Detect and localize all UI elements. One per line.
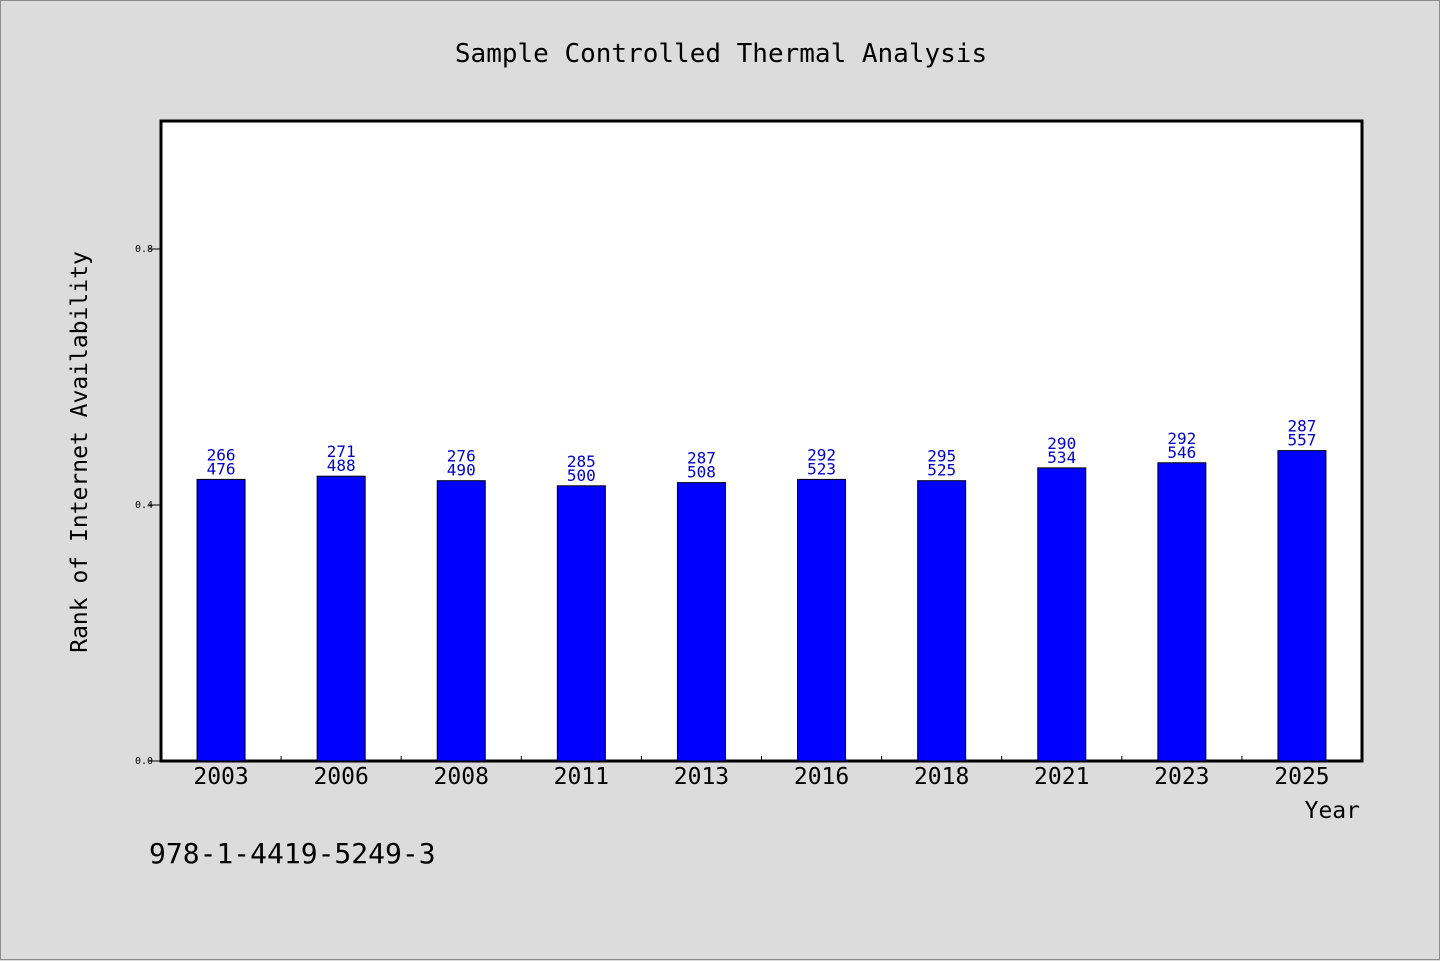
x-tick-label: 2008 bbox=[434, 764, 489, 790]
x-tick-label: 2021 bbox=[1034, 764, 1089, 790]
data-label-bottom: 500 bbox=[567, 466, 596, 485]
data-label-top: 266 bbox=[207, 445, 236, 464]
x-tick-label: 2013 bbox=[674, 764, 729, 790]
data-label-bottom: 490 bbox=[447, 461, 476, 480]
x-tick-label: 2023 bbox=[1154, 764, 1209, 790]
bar-2018 bbox=[917, 480, 967, 762]
data-label-top: 292 bbox=[1167, 429, 1196, 448]
data-label-top: 271 bbox=[327, 442, 356, 461]
bar-2003 bbox=[196, 478, 246, 762]
bar-2006 bbox=[316, 475, 366, 762]
x-tick-labels: 2003 2006 2008 2011 2013 2016 2018 2021 2023 2025 bbox=[193, 764, 1329, 790]
bar-2021 bbox=[1037, 467, 1087, 762]
isbn-footnote: 978-1-4419-5249-3 bbox=[149, 837, 436, 870]
data-label-bottom: 523 bbox=[807, 459, 836, 478]
data-label-bottom: 508 bbox=[687, 463, 716, 482]
chart-title: Sample Controlled Thermal Analysis bbox=[455, 39, 987, 69]
data-label-top: 287 bbox=[687, 449, 716, 468]
x-tick-label: 2016 bbox=[794, 764, 849, 790]
data-label-top: 276 bbox=[447, 447, 476, 466]
y-axis-label: Rank of Internet Availability bbox=[67, 251, 93, 653]
data-label-top: 295 bbox=[927, 447, 956, 466]
data-label-bottom: 557 bbox=[1287, 431, 1316, 450]
bar-2016 bbox=[797, 478, 847, 762]
y-tick-label: 0.0 bbox=[135, 756, 153, 767]
data-label-bottom: 534 bbox=[1047, 448, 1076, 467]
bar-series bbox=[196, 450, 1327, 762]
y-tick-labels: 0.0 0.4 0.8 bbox=[135, 244, 153, 767]
data-label-bottom: 525 bbox=[927, 461, 956, 480]
x-tick-label: 2006 bbox=[313, 764, 368, 790]
x-axis-label: Year bbox=[1305, 798, 1360, 824]
y-tick-label: 0.4 bbox=[135, 500, 153, 511]
data-label-top: 292 bbox=[807, 445, 836, 464]
y-tick-label: 0.8 bbox=[135, 244, 153, 255]
data-label-top: 287 bbox=[1287, 417, 1316, 436]
bar-2025 bbox=[1277, 450, 1327, 762]
x-tick-label: 2011 bbox=[554, 764, 609, 790]
x-tick-label: 2003 bbox=[193, 764, 248, 790]
x-tick-label: 2025 bbox=[1274, 764, 1329, 790]
bar-2023 bbox=[1157, 462, 1207, 762]
data-label-bottom: 488 bbox=[327, 456, 356, 475]
bar-2011 bbox=[556, 485, 606, 762]
axis-ticks bbox=[149, 248, 1243, 762]
bar-2008 bbox=[436, 480, 486, 762]
x-tick-label: 2018 bbox=[914, 764, 969, 790]
data-label-top: 290 bbox=[1047, 434, 1076, 453]
data-label-bottom: 546 bbox=[1167, 443, 1196, 462]
data-label-top: 285 bbox=[567, 452, 596, 471]
bar-2013 bbox=[676, 482, 726, 762]
data-label-bottom: 476 bbox=[207, 459, 236, 478]
